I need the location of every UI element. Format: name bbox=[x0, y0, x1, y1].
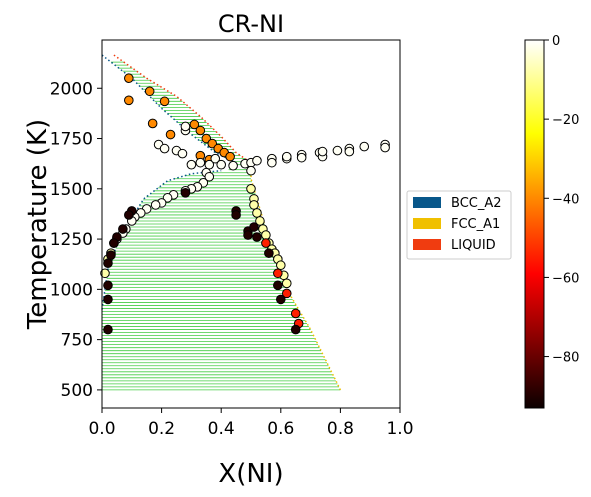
data-point bbox=[216, 159, 226, 170]
data-point bbox=[100, 268, 110, 279]
data-point bbox=[180, 188, 191, 198]
data-point bbox=[225, 151, 235, 162]
data-point bbox=[281, 288, 292, 299]
data-point bbox=[267, 157, 277, 168]
legend-label: BCC_A2 bbox=[451, 196, 502, 211]
data-point bbox=[204, 171, 215, 182]
colorbar-tick-label: −20 bbox=[552, 113, 579, 128]
x-tick-label: 1.0 bbox=[386, 419, 413, 439]
y-tick-label: 1000 bbox=[50, 280, 93, 300]
y-tick-label: 1750 bbox=[50, 130, 93, 150]
data-point bbox=[195, 125, 206, 136]
data-point bbox=[290, 324, 301, 335]
data-point bbox=[276, 260, 286, 271]
data-point bbox=[210, 153, 221, 164]
data-point bbox=[261, 230, 271, 240]
data-point bbox=[109, 238, 119, 248]
legend-label: FCC_A1 bbox=[451, 217, 500, 232]
colorbar: 0 −20 −40 −60 −80 bbox=[524, 34, 579, 409]
x-axis: 0.0 0.2 0.4 0.6 0.8 1.0 bbox=[88, 408, 414, 439]
data-point bbox=[252, 208, 262, 218]
data-point bbox=[177, 148, 188, 159]
data-point bbox=[252, 232, 262, 242]
phase-boundary-liquid bbox=[113, 54, 252, 164]
data-point bbox=[281, 151, 292, 162]
data-point bbox=[359, 141, 370, 152]
data-point bbox=[159, 143, 170, 154]
data-point bbox=[124, 210, 134, 220]
colorbar-tick-label: −80 bbox=[552, 351, 579, 366]
x-tick-label: 0.8 bbox=[327, 419, 354, 439]
data-points bbox=[100, 73, 390, 335]
data-point bbox=[147, 118, 158, 129]
data-point bbox=[106, 250, 116, 260]
x-axis-label: X(NI) bbox=[218, 459, 283, 489]
tie-lines bbox=[102, 61, 341, 391]
x-tick-label: 0.4 bbox=[208, 419, 235, 439]
phase-boundaries bbox=[101, 54, 342, 391]
data-point bbox=[264, 248, 274, 258]
data-point bbox=[189, 119, 200, 130]
data-point bbox=[246, 184, 256, 194]
legend-swatch bbox=[413, 197, 441, 208]
data-point bbox=[317, 146, 328, 157]
data-point bbox=[273, 280, 283, 291]
data-point bbox=[296, 152, 307, 163]
data-point bbox=[165, 129, 176, 140]
data-point bbox=[103, 324, 113, 335]
legend-swatch bbox=[413, 239, 441, 250]
x-tick-label: 0.2 bbox=[148, 419, 175, 439]
data-point bbox=[344, 146, 355, 157]
data-point bbox=[180, 121, 191, 132]
colorbar-gradient bbox=[524, 39, 545, 409]
colorbar-tick-label: −40 bbox=[552, 192, 579, 207]
colorbar-tick-label: −60 bbox=[552, 271, 579, 286]
data-point bbox=[273, 268, 283, 279]
data-point bbox=[159, 96, 170, 107]
data-point bbox=[252, 155, 262, 166]
data-point bbox=[261, 238, 271, 248]
y-tick-label: 750 bbox=[61, 331, 93, 351]
y-tick-label: 1500 bbox=[50, 180, 93, 200]
chart-title: CR-NI bbox=[218, 10, 284, 38]
legend-swatch bbox=[413, 218, 441, 229]
data-point bbox=[103, 280, 113, 291]
data-point bbox=[103, 294, 113, 305]
data-point bbox=[243, 230, 253, 240]
data-point bbox=[124, 95, 134, 106]
legend-label: LIQUID bbox=[451, 238, 496, 253]
x-tick-label: 0.6 bbox=[267, 419, 294, 439]
y-axis-label: Temperature (K) bbox=[23, 119, 53, 330]
plot-frame bbox=[101, 39, 401, 409]
data-point bbox=[103, 258, 113, 269]
data-point bbox=[249, 222, 259, 232]
data-point bbox=[118, 224, 128, 234]
y-tick-label: 500 bbox=[61, 381, 93, 401]
data-point bbox=[124, 73, 134, 84]
data-point bbox=[231, 210, 241, 220]
y-tick-label: 2000 bbox=[50, 79, 93, 99]
data-point bbox=[246, 165, 256, 176]
data-point bbox=[332, 145, 343, 156]
y-tick-label: 1250 bbox=[50, 230, 93, 250]
y-axis: 500 750 1000 1250 1500 1750 2000 bbox=[50, 79, 102, 401]
data-point bbox=[144, 86, 155, 97]
colorbar-tick-label: 0 bbox=[552, 34, 560, 49]
data-point bbox=[150, 200, 161, 210]
data-point bbox=[186, 159, 197, 170]
legend: BCC_A2 FCC_A1 LIQUID bbox=[406, 190, 512, 260]
x-tick-label: 0.0 bbox=[88, 419, 115, 439]
data-point bbox=[281, 278, 292, 289]
data-point bbox=[276, 294, 286, 305]
data-point bbox=[380, 142, 390, 153]
data-point bbox=[195, 157, 206, 168]
data-point bbox=[228, 160, 238, 171]
phase-boundary-fcc_a1 bbox=[250, 162, 342, 391]
data-point bbox=[249, 200, 259, 210]
data-point bbox=[290, 308, 301, 319]
